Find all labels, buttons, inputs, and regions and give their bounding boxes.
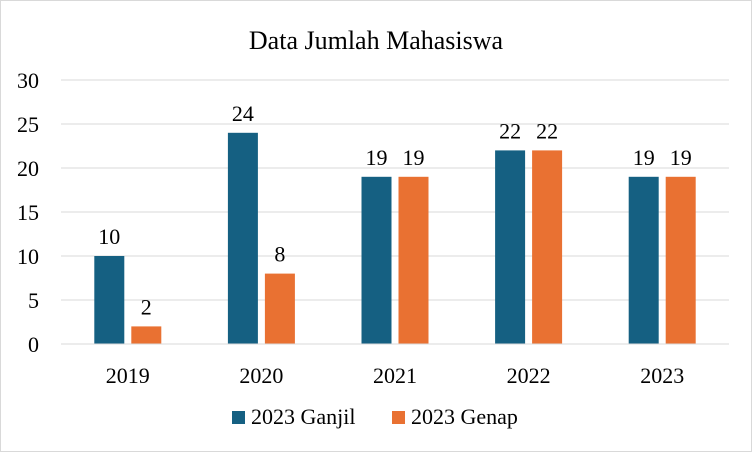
bar	[398, 176, 429, 344]
y-tick-label: 25	[17, 112, 39, 137]
data-label: 22	[499, 118, 521, 143]
y-tick-label: 15	[17, 200, 39, 225]
data-label: 8	[274, 242, 285, 267]
bar	[361, 176, 392, 344]
bar	[665, 176, 696, 344]
legend-label: 2023 Genap	[411, 404, 518, 429]
data-labels: 10 2 24 8 19 19 22 22 19 19	[98, 101, 691, 320]
x-tick-label: 2023	[640, 363, 684, 388]
legend-label: 2023 Ganjil	[251, 404, 356, 429]
bar	[495, 150, 526, 344]
legend-swatch	[232, 411, 245, 424]
x-axis: 2019 2020 2021 2022 2023	[61, 343, 729, 388]
bar	[94, 256, 125, 344]
y-tick-label: 5	[28, 288, 39, 313]
bar	[264, 273, 295, 344]
x-tick-label: 2021	[373, 363, 417, 388]
legend-swatch	[392, 411, 405, 424]
data-label: 19	[366, 145, 388, 170]
y-tick-label: 0	[28, 332, 39, 357]
y-tick-label: 10	[17, 244, 39, 269]
chart-title: Data Jumlah Mahasiswa	[249, 26, 504, 55]
x-tick-label: 2020	[239, 363, 283, 388]
x-tick-label: 2022	[507, 363, 551, 388]
bar	[628, 176, 659, 344]
bar	[227, 132, 258, 344]
gridlines	[61, 79, 729, 345]
bar	[532, 150, 563, 344]
x-tick-label: 2019	[106, 363, 150, 388]
bar	[131, 326, 162, 344]
y-tick-label: 30	[17, 68, 39, 93]
legend: 2023 Ganjil 2023 Genap	[232, 404, 518, 429]
data-label: 10	[98, 224, 120, 249]
data-label: 19	[403, 145, 425, 170]
data-label: 19	[633, 145, 655, 170]
y-tick-label: 20	[17, 156, 39, 181]
y-axis: 0 5 10 15 20 25 30	[17, 68, 39, 357]
data-label: 24	[232, 101, 254, 126]
data-label: 19	[670, 145, 692, 170]
bars	[94, 132, 696, 344]
data-label: 2	[141, 294, 152, 319]
data-label: 22	[536, 118, 558, 143]
